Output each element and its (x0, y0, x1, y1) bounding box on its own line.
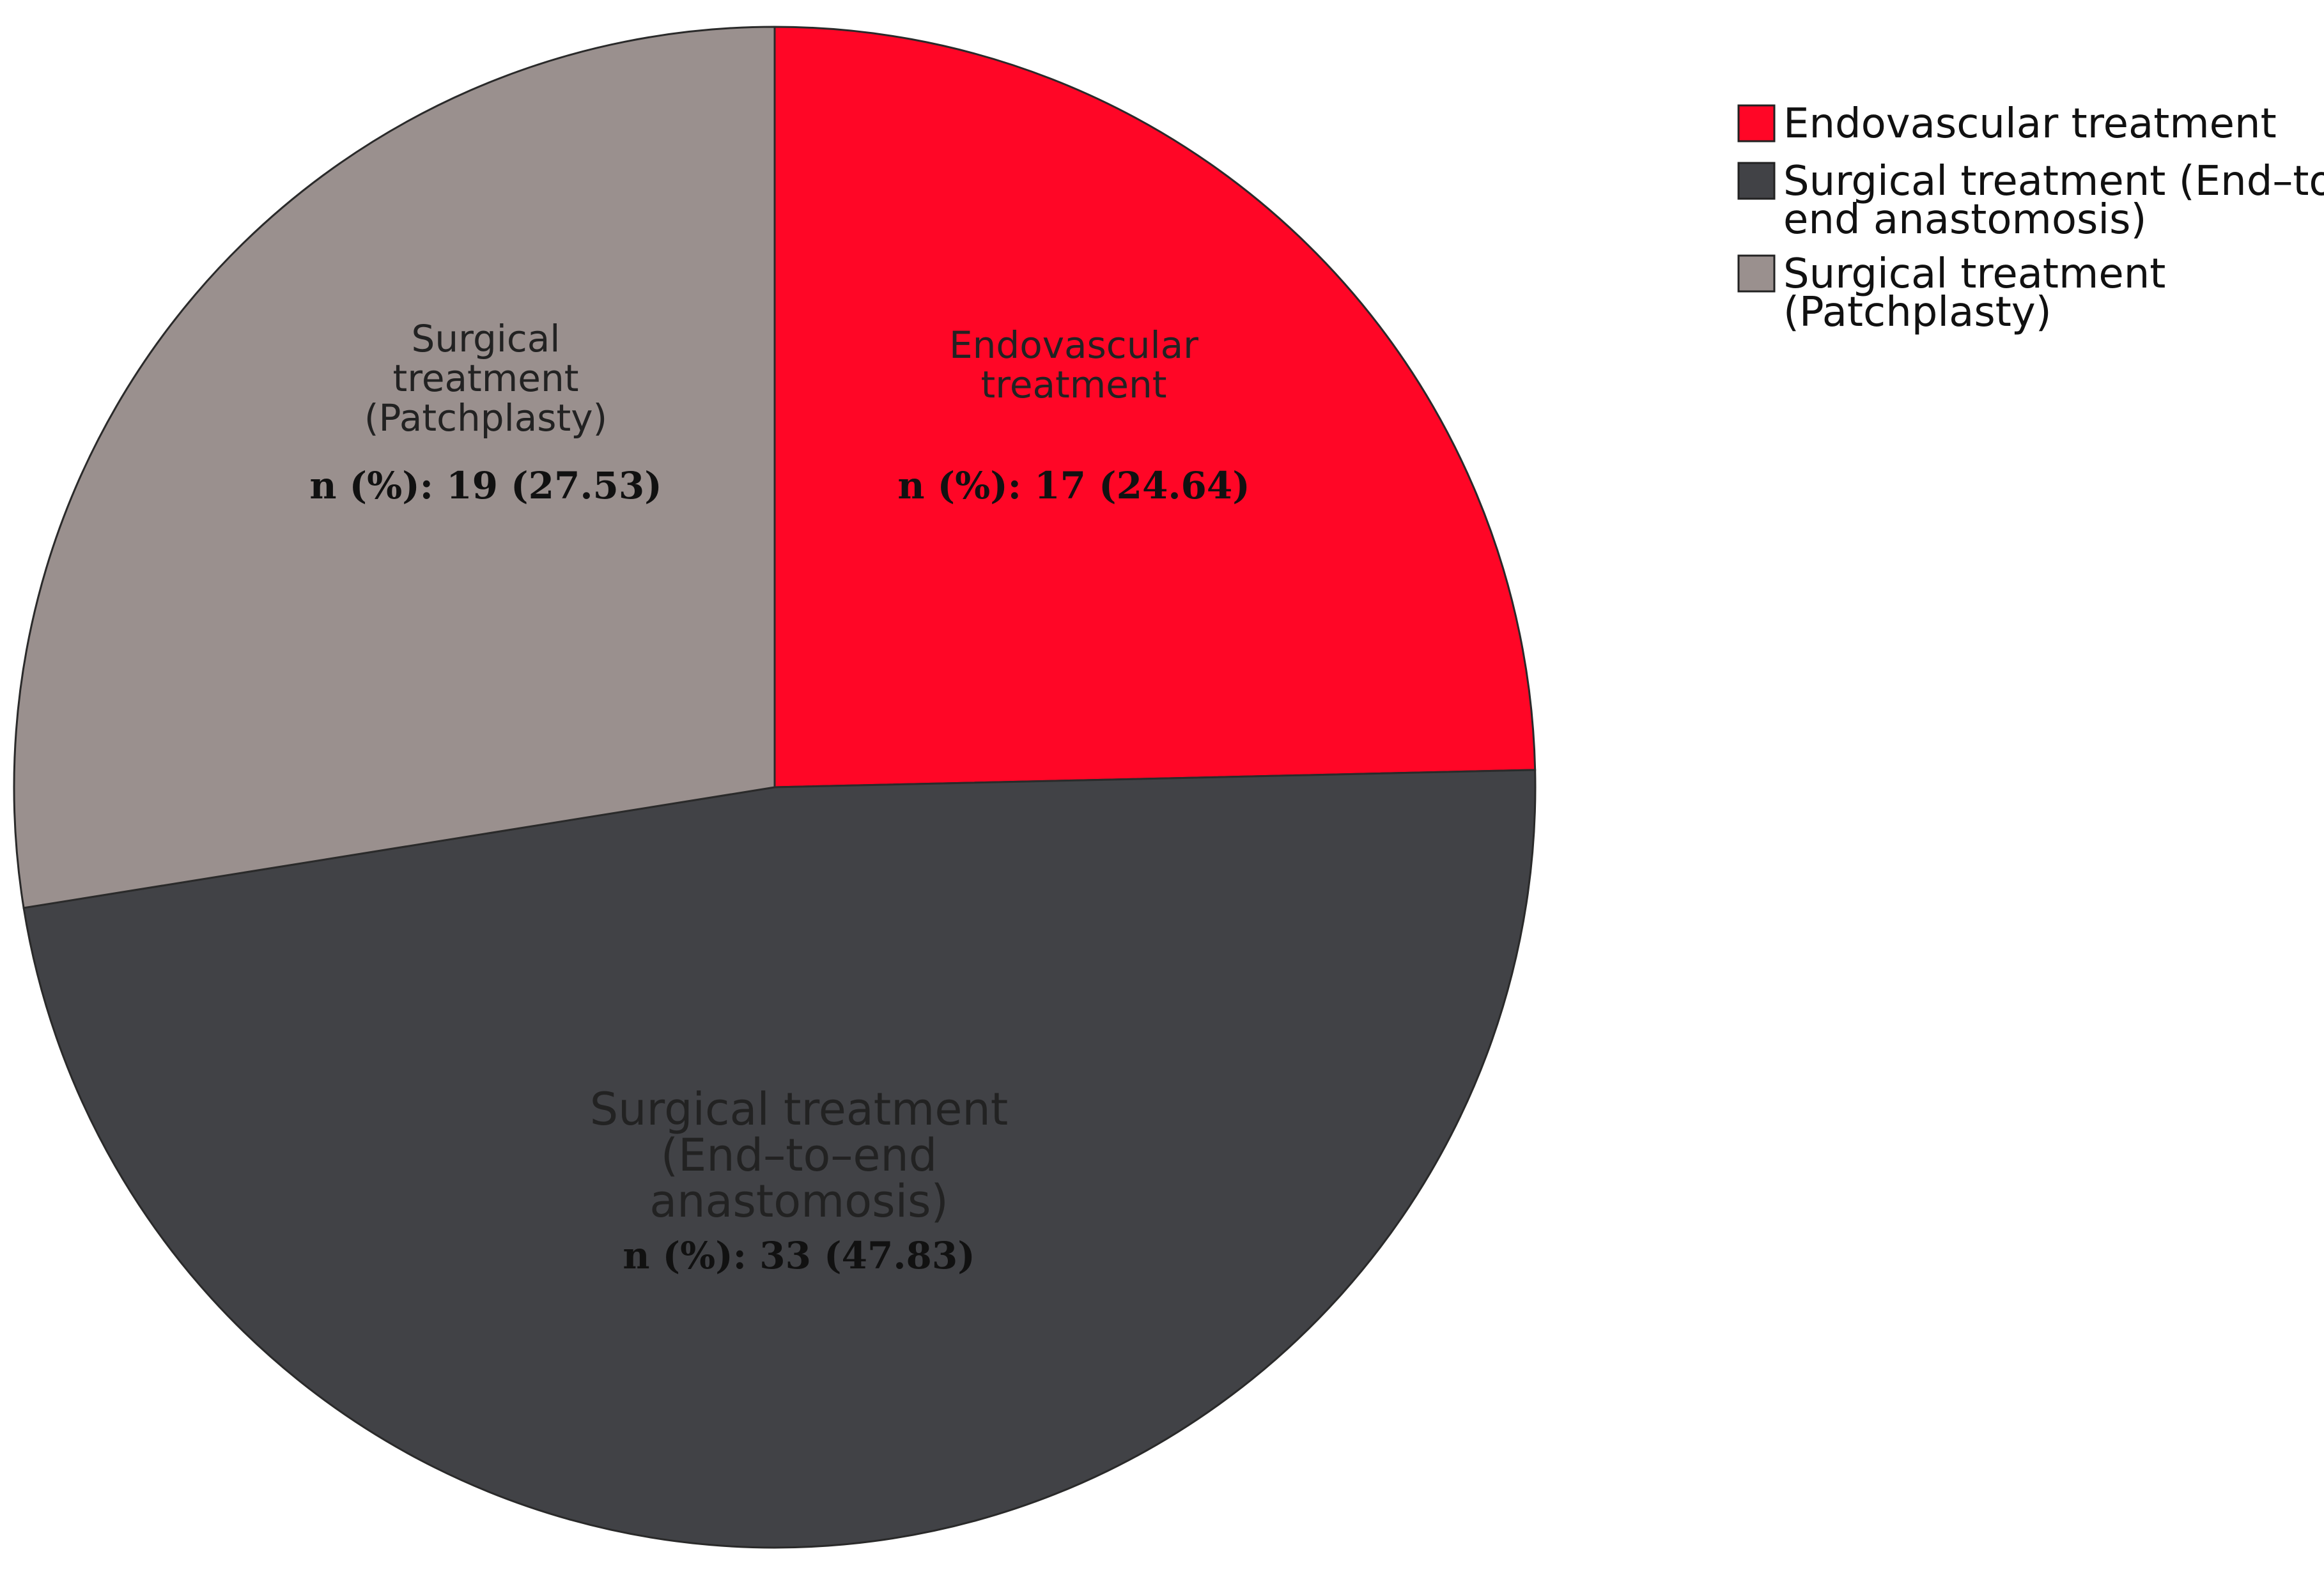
legend-label: Surgical treatment (Patchplasty) (1783, 250, 2165, 336)
legend-swatch (1737, 254, 1776, 293)
slice-label-line: Surgical (412, 317, 561, 360)
slice-label-line: (Patchplasty) (364, 396, 607, 440)
pie-slice-1 (773, 26, 1537, 789)
slice-label-line: treatment (393, 357, 579, 400)
slice-label-line: Endovascular (949, 323, 1198, 367)
slice-label-2: Surgical treatment (End–to–end anastomosis… (590, 1083, 1008, 1228)
legend-entry-3: Surgical treatment (Patchplasty) (1737, 250, 2165, 336)
legend-entry-1: Endovascular treatment (1737, 100, 2277, 148)
slice-label-3: Surgical treatment (Patchplasty) (364, 317, 607, 440)
slice-label-1: Endovascular treatment (949, 323, 1198, 406)
pie-slice-3 (13, 26, 776, 909)
legend-label-line: Endovascular treatment (1783, 100, 2277, 148)
legend-label: Surgical treatment (End–to– end anastomos… (1783, 158, 2324, 243)
slice-label-line: anastomosis) (649, 1175, 949, 1228)
slice-label-line: (End–to–end (661, 1129, 937, 1181)
legend-label-line: (Patchplasty) (1783, 289, 2052, 336)
slice-label-line: Surgical treatment (590, 1083, 1008, 1135)
pie-slice-2 (22, 769, 1537, 1549)
pie-slices (13, 26, 1537, 1549)
legend-entry-2: Surgical treatment (End–to– end anastomos… (1737, 158, 2324, 243)
legend-label-line: Surgical treatment (End–to– (1783, 158, 2324, 205)
slice-label-line: treatment (981, 363, 1167, 406)
legend-label-line: Surgical treatment (1783, 250, 2165, 298)
slice-value-label-2: n (%): 33 (47.83) (623, 1234, 975, 1277)
legend-swatch (1737, 162, 1776, 200)
slice-value-label-1: n (%): 17 (24.64) (897, 464, 1250, 507)
legend-label-line: end anastomosis) (1783, 196, 2146, 243)
chart-legend: Endovascular treatment Surgical treatment… (1737, 100, 2324, 336)
legend-swatch (1737, 104, 1776, 142)
slice-value-label-3: n (%): 19 (27.53) (309, 464, 662, 507)
legend-label: Endovascular treatment (1783, 100, 2277, 148)
